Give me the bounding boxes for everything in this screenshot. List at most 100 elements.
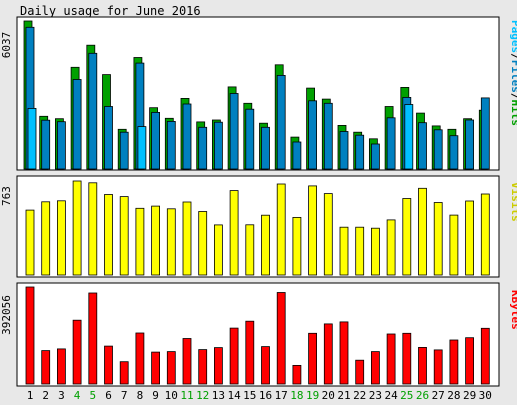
day-label-12: 12 xyxy=(196,389,209,402)
visits-bar-day-4 xyxy=(72,180,82,276)
files-bar-day-13 xyxy=(213,121,223,170)
day-axis-labels: 1 2 3 4 5 6 7 8 9 10 11 12 13 14 15 16 17 18 19 20 21 22 23 24 2… xyxy=(27,389,492,402)
kbytes-bar-day-29 xyxy=(465,337,475,385)
visits-bar-day-24 xyxy=(386,219,396,276)
visits-bar-day-28 xyxy=(449,214,459,276)
kbytes-bar-day-15 xyxy=(245,320,255,385)
files-bar-day-21 xyxy=(339,131,349,170)
day-label-1: 1 xyxy=(27,389,34,402)
kbytes-bar-day-18 xyxy=(292,364,302,385)
files-bar-day-19 xyxy=(308,100,318,170)
kbytes-bar-day-10 xyxy=(166,351,176,385)
visits-bar-day-13 xyxy=(213,224,223,276)
kbytes-bar-day-23 xyxy=(370,351,380,385)
visits-bar-day-5 xyxy=(88,182,98,276)
kbytes-bar-day-8 xyxy=(135,332,145,385)
visits-bar-day-30 xyxy=(480,193,490,276)
files-bar-day-7 xyxy=(119,131,129,170)
day-label-24: 24 xyxy=(384,389,398,402)
day-label-3: 3 xyxy=(58,389,65,402)
kbytes-bar-day-21 xyxy=(339,321,349,385)
files-bar-day-15 xyxy=(245,108,255,170)
kbytes-bar-day-3 xyxy=(57,348,66,385)
kbytes-bar-day-27 xyxy=(433,349,443,385)
kbytes-bar-day-30 xyxy=(480,327,490,385)
chart-title: Daily usage for June 2016 xyxy=(20,4,201,18)
day-label-21: 21 xyxy=(337,389,350,402)
hits-files-pages-panel: 6037 Pages/Files/Hits xyxy=(0,16,517,171)
day-label-8: 8 xyxy=(137,389,144,402)
files-bar-day-18 xyxy=(292,141,302,170)
kbytes-bar-day-7 xyxy=(119,361,129,385)
day-label-17: 17 xyxy=(275,389,288,402)
kbytes-bar-day-24 xyxy=(386,333,396,385)
kbytes-bar-day-22 xyxy=(355,359,365,385)
visits-bar-day-11 xyxy=(182,201,192,276)
day-label-13: 13 xyxy=(212,389,225,402)
files-bar-day-27 xyxy=(433,129,443,170)
day-label-20: 20 xyxy=(322,389,335,402)
visits-bar-day-15 xyxy=(245,224,255,276)
legend-separator-2: / xyxy=(509,93,517,100)
visits-bar-day-14 xyxy=(229,190,239,276)
files-bar-day-28 xyxy=(449,135,459,170)
visits-bar-day-25 xyxy=(402,198,412,276)
files-bar-day-30 xyxy=(480,97,490,170)
visits-bar-day-19 xyxy=(308,185,318,276)
visits-bar-day-2 xyxy=(41,201,51,276)
pages-bar-day-1 xyxy=(27,108,37,170)
files-bar-day-10 xyxy=(166,121,176,170)
visits-bar-day-12 xyxy=(198,211,208,276)
kbytes-bar-day-11 xyxy=(182,338,192,385)
visits-bar-day-7 xyxy=(119,196,129,276)
day-label-4: 4 xyxy=(74,389,81,402)
day-label-19: 19 xyxy=(306,389,319,402)
files-bar-day-3 xyxy=(57,121,66,170)
pages-bar-day-25 xyxy=(404,104,414,170)
legend-visits: Visits xyxy=(509,182,517,222)
kbytes-panel: 392056 KBytes xyxy=(0,282,517,387)
visits-bar-day-6 xyxy=(104,194,113,276)
visits-bar-day-23 xyxy=(370,227,380,276)
files-bar-day-11 xyxy=(182,103,192,170)
day-label-23: 23 xyxy=(369,389,382,402)
files-bar-day-16 xyxy=(261,126,270,170)
pages-bar-day-8 xyxy=(137,126,147,170)
visits-bar-day-21 xyxy=(339,226,349,276)
visits-bar-day-9 xyxy=(151,205,161,276)
day-label-6: 6 xyxy=(105,389,112,402)
legend-hits: Hits xyxy=(509,100,517,127)
files-bar-day-17 xyxy=(276,75,286,170)
hits-ymax-label: 6037 xyxy=(0,32,13,59)
kbytes-bar-day-9 xyxy=(151,351,161,385)
day-label-16: 16 xyxy=(259,389,272,402)
kbytes-bar-day-17 xyxy=(276,292,286,385)
kbytes-bar-day-26 xyxy=(418,346,427,385)
day-label-28: 28 xyxy=(447,389,460,402)
kbytes-bar-day-13 xyxy=(213,347,223,385)
kbytes-bar-day-2 xyxy=(41,350,51,385)
kbytes-bar-day-14 xyxy=(229,327,239,385)
files-bar-day-23 xyxy=(370,143,380,170)
files-bar-day-6 xyxy=(104,106,113,170)
files-bar-day-22 xyxy=(355,134,365,170)
day-label-2: 2 xyxy=(42,389,49,402)
files-bar-day-9 xyxy=(151,112,161,170)
kbytes-bar-day-5 xyxy=(88,292,98,385)
kbytes-bar-day-4 xyxy=(72,319,82,385)
visits-bar-day-26 xyxy=(418,187,427,276)
files-bar-day-2 xyxy=(41,119,51,170)
kbytes-bar-day-1 xyxy=(25,286,35,385)
legend-files: Files xyxy=(509,60,517,93)
day-label-22: 22 xyxy=(353,389,366,402)
day-label-11: 11 xyxy=(180,389,193,402)
hits-legend: Pages/Files/Hits xyxy=(509,20,517,126)
visits-bar-day-3 xyxy=(57,200,66,276)
visits-bar-day-27 xyxy=(433,202,443,276)
day-label-30: 30 xyxy=(479,389,492,402)
kbytes-bar-day-20 xyxy=(323,323,333,385)
visits-panel: 763 Visits xyxy=(0,175,517,278)
files-bar-day-5 xyxy=(88,52,98,170)
kbytes-bar-day-6 xyxy=(104,345,113,385)
day-label-5: 5 xyxy=(89,389,96,402)
